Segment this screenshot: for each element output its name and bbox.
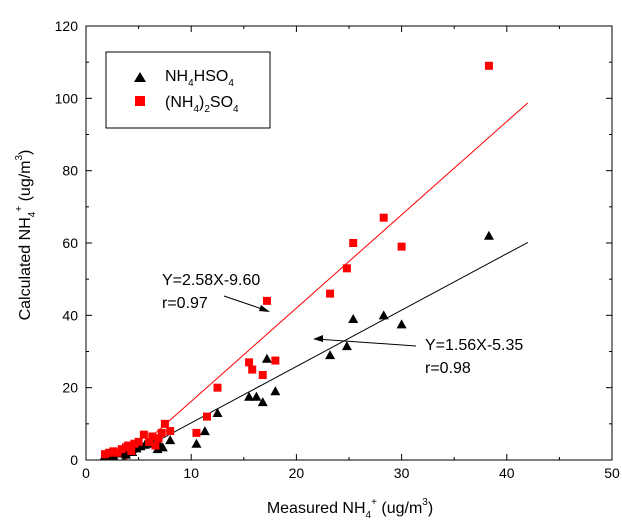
annotation-black-arrowhead [313,335,323,342]
annotation-red-arrowhead [259,305,270,312]
data-point-square [124,441,133,450]
data-point-triangle [348,313,359,323]
annotation-black-fit: Y=1.56X-5.35 r=0.98 [313,335,523,377]
data-point-square [148,432,157,441]
data-point-square [127,446,136,455]
fit-line [121,241,529,461]
y-tick-label: 60 [62,235,78,251]
data-point-square [166,427,175,436]
data-point-square [113,448,122,457]
data-point-triangle [257,397,268,407]
legend: NH4HSO4 (NH4)2SO4 [105,51,271,129]
data-point-square [145,437,154,446]
annotation-red-equation: Y=2.58X-9.60 [162,272,260,289]
data-point-square [271,356,280,365]
legend-triangle-marker [134,72,146,82]
data-point-square [248,365,257,374]
data-point-square [245,358,254,367]
data-point-triangle [165,435,176,445]
data-point-triangle [212,407,223,417]
data-point-triangle [483,230,494,240]
fit-line [124,102,529,461]
data-point-square [349,239,358,247]
data-point-triangle [157,442,168,452]
data-point-square [397,242,406,251]
data-point-triangle [325,350,336,360]
data-point-square [100,450,109,459]
y-tick-label: 0 [70,452,78,468]
data-point-square [160,419,169,428]
data-point-square [117,445,126,454]
data-point-triangle [251,391,262,401]
x-tick-label: 30 [394,465,410,481]
annotation-black-arrow [315,338,417,347]
data-point-square [105,448,114,457]
data-point-square [130,439,139,448]
plot-layer [99,61,529,461]
legend-label-nh42so4: (NH4)2SO4 [165,94,239,115]
y-tick-label: 120 [55,18,79,34]
x-tick-label: 40 [499,465,515,481]
data-point-square [139,430,148,439]
annotation-red-r: r=0.97 [162,295,208,312]
data-point-square [326,289,335,298]
data-point-triangle [396,319,407,329]
axis-layer: 0 10 20 30 40 50 0 20 40 60 80 100 120 [55,18,620,481]
data-point-triangle [341,341,352,351]
legend-label-nh4hso4: NH4HSO4 [165,68,234,89]
annotation-black-r: r=0.98 [425,360,471,377]
data-point-square [484,61,493,70]
x-tick-label: 0 [82,465,90,481]
x-tick-label: 10 [183,465,199,481]
y-tick-label: 40 [62,307,78,323]
data-point-triangle [199,426,210,436]
y-tick-label: 80 [62,163,78,179]
data-point-square [258,371,267,380]
y-tick-label: 100 [55,90,79,106]
x-tick-label: 50 [604,465,620,481]
data-point-square [379,213,388,222]
legend-square-marker [135,96,145,106]
data-point-square [342,264,351,273]
data-point-square [154,434,163,443]
data-point-square [192,428,201,437]
annotation-red-fit: Y=2.58X-9.60 r=0.97 [162,272,270,312]
x-tick-label: 20 [289,465,305,481]
data-point-triangle [191,438,202,448]
data-point-square [157,428,166,437]
data-point-triangle [139,439,150,449]
data-point-square [202,412,211,421]
data-point-triangle [378,310,389,320]
legend-box [105,51,271,129]
data-point-square [134,437,143,446]
x-axis-title: Measured NH4+ (ug/m3) [267,497,433,521]
data-point-square [262,296,271,305]
data-point-triangle [261,353,272,363]
y-axis-title: Calculated NH4+ (ug/m3) [14,150,38,321]
annotation-black-equation: Y=1.56X-5.35 [425,337,523,354]
data-point-square [213,383,222,392]
y-tick-label: 20 [62,380,78,396]
data-point-square [151,441,160,450]
data-point-triangle [244,391,255,401]
data-point-square [109,447,118,456]
data-point-triangle [270,386,281,396]
